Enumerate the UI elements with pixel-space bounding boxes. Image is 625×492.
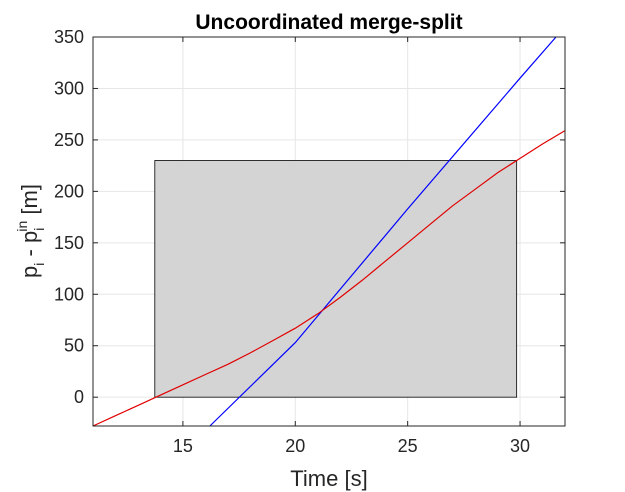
y-label-p1: p — [17, 266, 42, 278]
chart-title: Uncoordinated merge-split — [195, 11, 462, 34]
region-rect — [154, 160, 518, 398]
x-tick-label: 25 — [398, 436, 418, 456]
x-axis-label: Time [s] — [290, 466, 367, 491]
x-tick-label: 15 — [173, 436, 193, 456]
plot-frame — [92, 36, 566, 427]
y-tick-label: 100 — [54, 284, 84, 304]
y-ticks: 0 50 100 150 200 250 300 350 — [54, 27, 565, 407]
series-lines — [92, 36, 566, 427]
y-tick-label: 150 — [54, 233, 84, 253]
x-tick-label: 30 — [510, 436, 530, 456]
y-label-mid: - p — [17, 231, 42, 263]
y-tick-label: 350 — [54, 27, 84, 47]
y-tick-label: 250 — [54, 130, 84, 150]
y-label-sub1: i — [31, 263, 47, 266]
y-tick-label: 50 — [64, 336, 84, 356]
y-label-unit: [m] — [17, 184, 42, 221]
series-line-1 — [209, 36, 557, 427]
series-line-2 — [92, 130, 566, 427]
x-tick-label: 20 — [285, 436, 305, 456]
y-label-sub2: i — [31, 228, 47, 231]
highlight-region — [154, 160, 518, 398]
y-label-sup2: in — [14, 221, 30, 232]
y-axis-label: pi - piin [m] — [14, 184, 47, 278]
y-tick-label: 200 — [54, 181, 84, 201]
x-ticks: 15 20 25 30 — [173, 37, 530, 456]
y-tick-label: 300 — [54, 78, 84, 98]
y-tick-label: 0 — [74, 387, 84, 407]
